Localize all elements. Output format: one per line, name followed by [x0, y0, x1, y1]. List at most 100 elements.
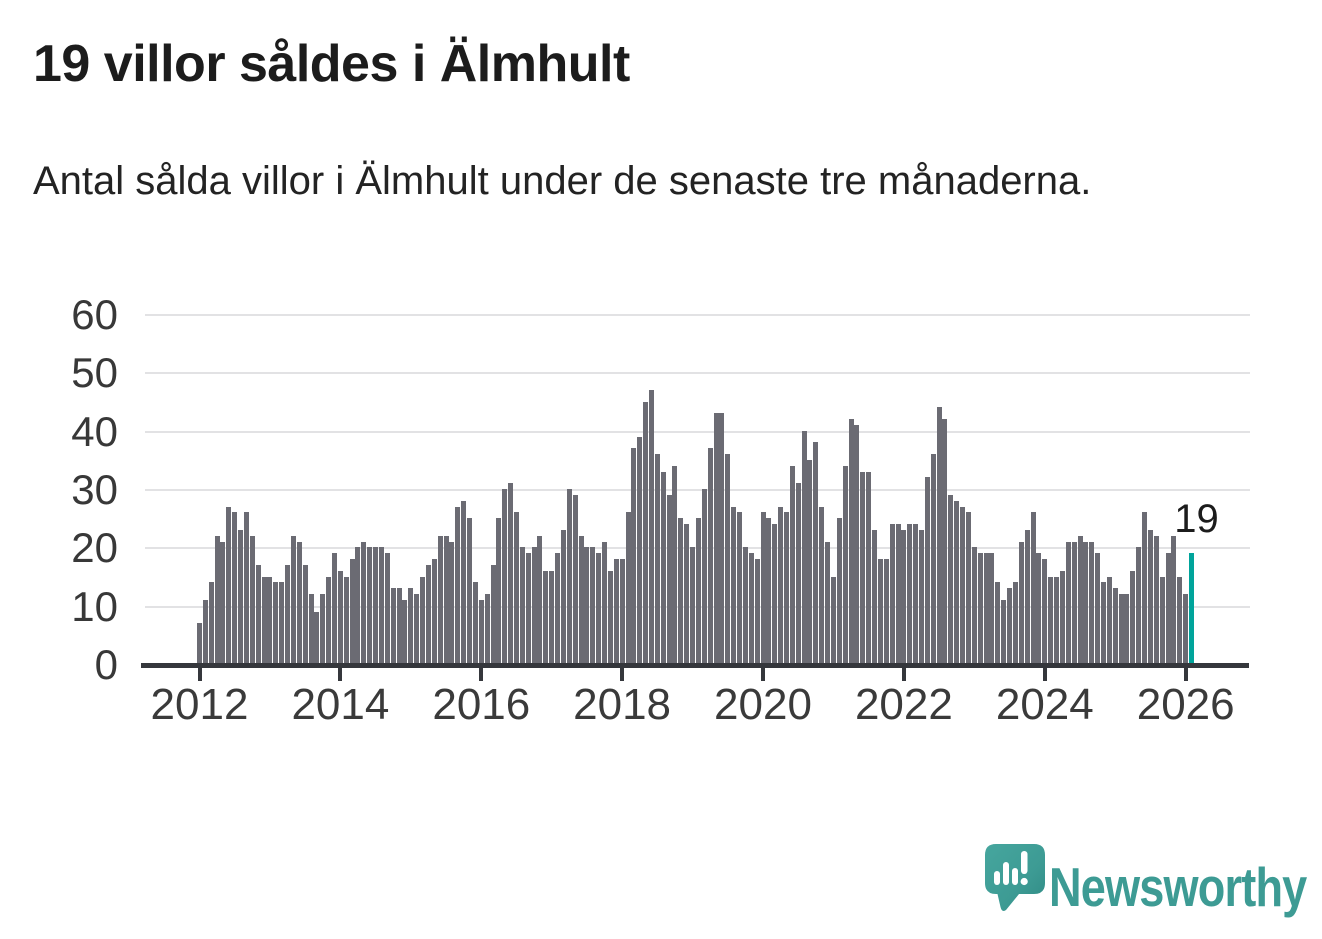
bar: [578, 535, 584, 664]
bar: [337, 570, 343, 664]
bar: [637, 436, 643, 664]
bar: [701, 489, 707, 664]
bar: [1095, 553, 1101, 664]
bar: [367, 547, 373, 664]
bar: [1083, 541, 1089, 664]
bar: [390, 588, 396, 664]
bar: [560, 529, 566, 664]
bar: [913, 524, 919, 664]
bar: [273, 582, 279, 664]
bar: [660, 471, 666, 664]
bar: [414, 594, 420, 664]
bar: [420, 576, 426, 664]
bar: [860, 471, 866, 664]
bar: [848, 419, 854, 664]
bar: [748, 553, 754, 664]
x-axis-tick: [620, 668, 625, 681]
bar: [695, 518, 701, 664]
x-axis-label: 2012: [150, 680, 249, 729]
bar: [772, 524, 778, 664]
bar: [989, 553, 995, 664]
page-title: 19 villor såldes i Älmhult: [33, 35, 630, 93]
bar: [1171, 535, 1177, 664]
bar: [425, 564, 431, 664]
bar: [478, 599, 484, 664]
bar: [1153, 535, 1159, 664]
bar: [496, 518, 502, 664]
x-axis-label: 2018: [573, 680, 672, 729]
bar: [320, 594, 326, 664]
x-axis-tick: [901, 668, 906, 681]
newsworthy-logo-icon: [983, 842, 1047, 939]
y-axis-label: 30: [71, 466, 118, 513]
y-axis-label: 20: [71, 524, 118, 572]
x-axis-label: 2024: [995, 680, 1094, 729]
x-axis-label: 2016: [432, 680, 531, 729]
bar: [1007, 588, 1013, 664]
bar: [1100, 582, 1106, 664]
bar: [1048, 576, 1054, 664]
bar: [267, 576, 273, 664]
bar: [866, 471, 872, 664]
bar: [596, 553, 602, 664]
bar: [531, 547, 537, 664]
bar: [907, 524, 913, 664]
bar: [484, 594, 490, 664]
bar: [942, 419, 948, 664]
x-axis-label: 2014: [291, 680, 390, 729]
bar: [437, 535, 443, 664]
bar: [1077, 535, 1083, 664]
bar: [1089, 541, 1095, 664]
bar: [684, 524, 690, 664]
bar: [1030, 512, 1036, 664]
bar: [742, 547, 748, 664]
bar: [308, 594, 314, 664]
bar: [977, 553, 983, 664]
bar: [1183, 594, 1189, 664]
bar: [373, 547, 379, 664]
bar: [402, 599, 408, 664]
bar: [760, 512, 766, 664]
bar: [895, 524, 901, 664]
y-axis-label: 40: [71, 407, 118, 455]
bar: [332, 553, 337, 664]
y-axis-label: 10: [71, 582, 118, 630]
highlight-value-label: 19: [1174, 497, 1219, 542]
bar: [1042, 559, 1048, 664]
x-axis-label: 2020: [714, 680, 812, 729]
bar: [455, 506, 461, 664]
gridline-y-50: [145, 372, 1250, 375]
bar: [208, 582, 214, 664]
bar: [443, 535, 449, 664]
bar: [784, 512, 789, 664]
bar: [854, 424, 860, 664]
bar: [197, 623, 202, 664]
bar: [654, 454, 660, 664]
bar: [672, 465, 678, 664]
bar: [613, 559, 619, 664]
bar: [572, 494, 578, 664]
bar: [343, 576, 349, 664]
bar: [261, 576, 267, 664]
bar: [948, 494, 954, 664]
bar: [936, 407, 942, 664]
bar: [737, 512, 743, 664]
bar: [525, 553, 531, 664]
bar: [707, 448, 713, 664]
bar: [513, 512, 519, 664]
bar: [766, 518, 772, 664]
bar: [1124, 594, 1130, 664]
bar: [1018, 541, 1024, 664]
bar: [901, 529, 907, 664]
bar: [1065, 541, 1071, 664]
bar: [625, 512, 631, 664]
bar: [919, 529, 924, 664]
y-axis-label: 0: [94, 641, 118, 688]
bar: [725, 454, 731, 664]
bar: [754, 559, 760, 664]
bar: [296, 541, 302, 664]
bar: [666, 494, 672, 664]
bar: [408, 588, 414, 664]
bar: [279, 582, 285, 664]
